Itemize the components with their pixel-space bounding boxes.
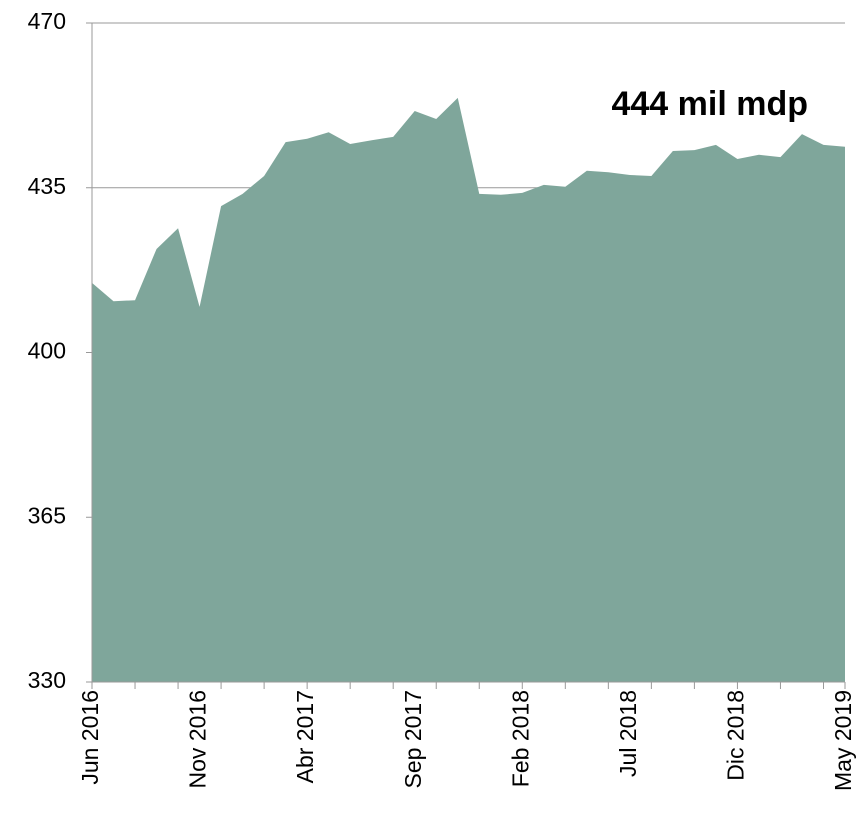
x-tick-label: Nov 2016 — [185, 690, 211, 788]
y-tick-label: 330 — [28, 667, 66, 693]
x-tick-label: Jun 2016 — [77, 690, 103, 785]
x-tick-label: Sep 2017 — [400, 690, 426, 788]
x-tick-label: Feb 2018 — [507, 690, 533, 787]
area — [92, 97, 845, 683]
x-tick-label: May 2019 — [830, 690, 856, 791]
annotation: 444 mil mdp — [611, 85, 808, 123]
y-tick-label: 435 — [28, 173, 66, 199]
y-tick-label: 400 — [28, 338, 66, 364]
y-tick-label: 365 — [28, 502, 66, 528]
x-tick-label: Jul 2018 — [615, 690, 641, 777]
y-tick-label: 470 — [28, 8, 66, 34]
x-tick-label: Dic 2018 — [723, 690, 749, 781]
x-tick-label: Abr 2017 — [292, 690, 318, 783]
